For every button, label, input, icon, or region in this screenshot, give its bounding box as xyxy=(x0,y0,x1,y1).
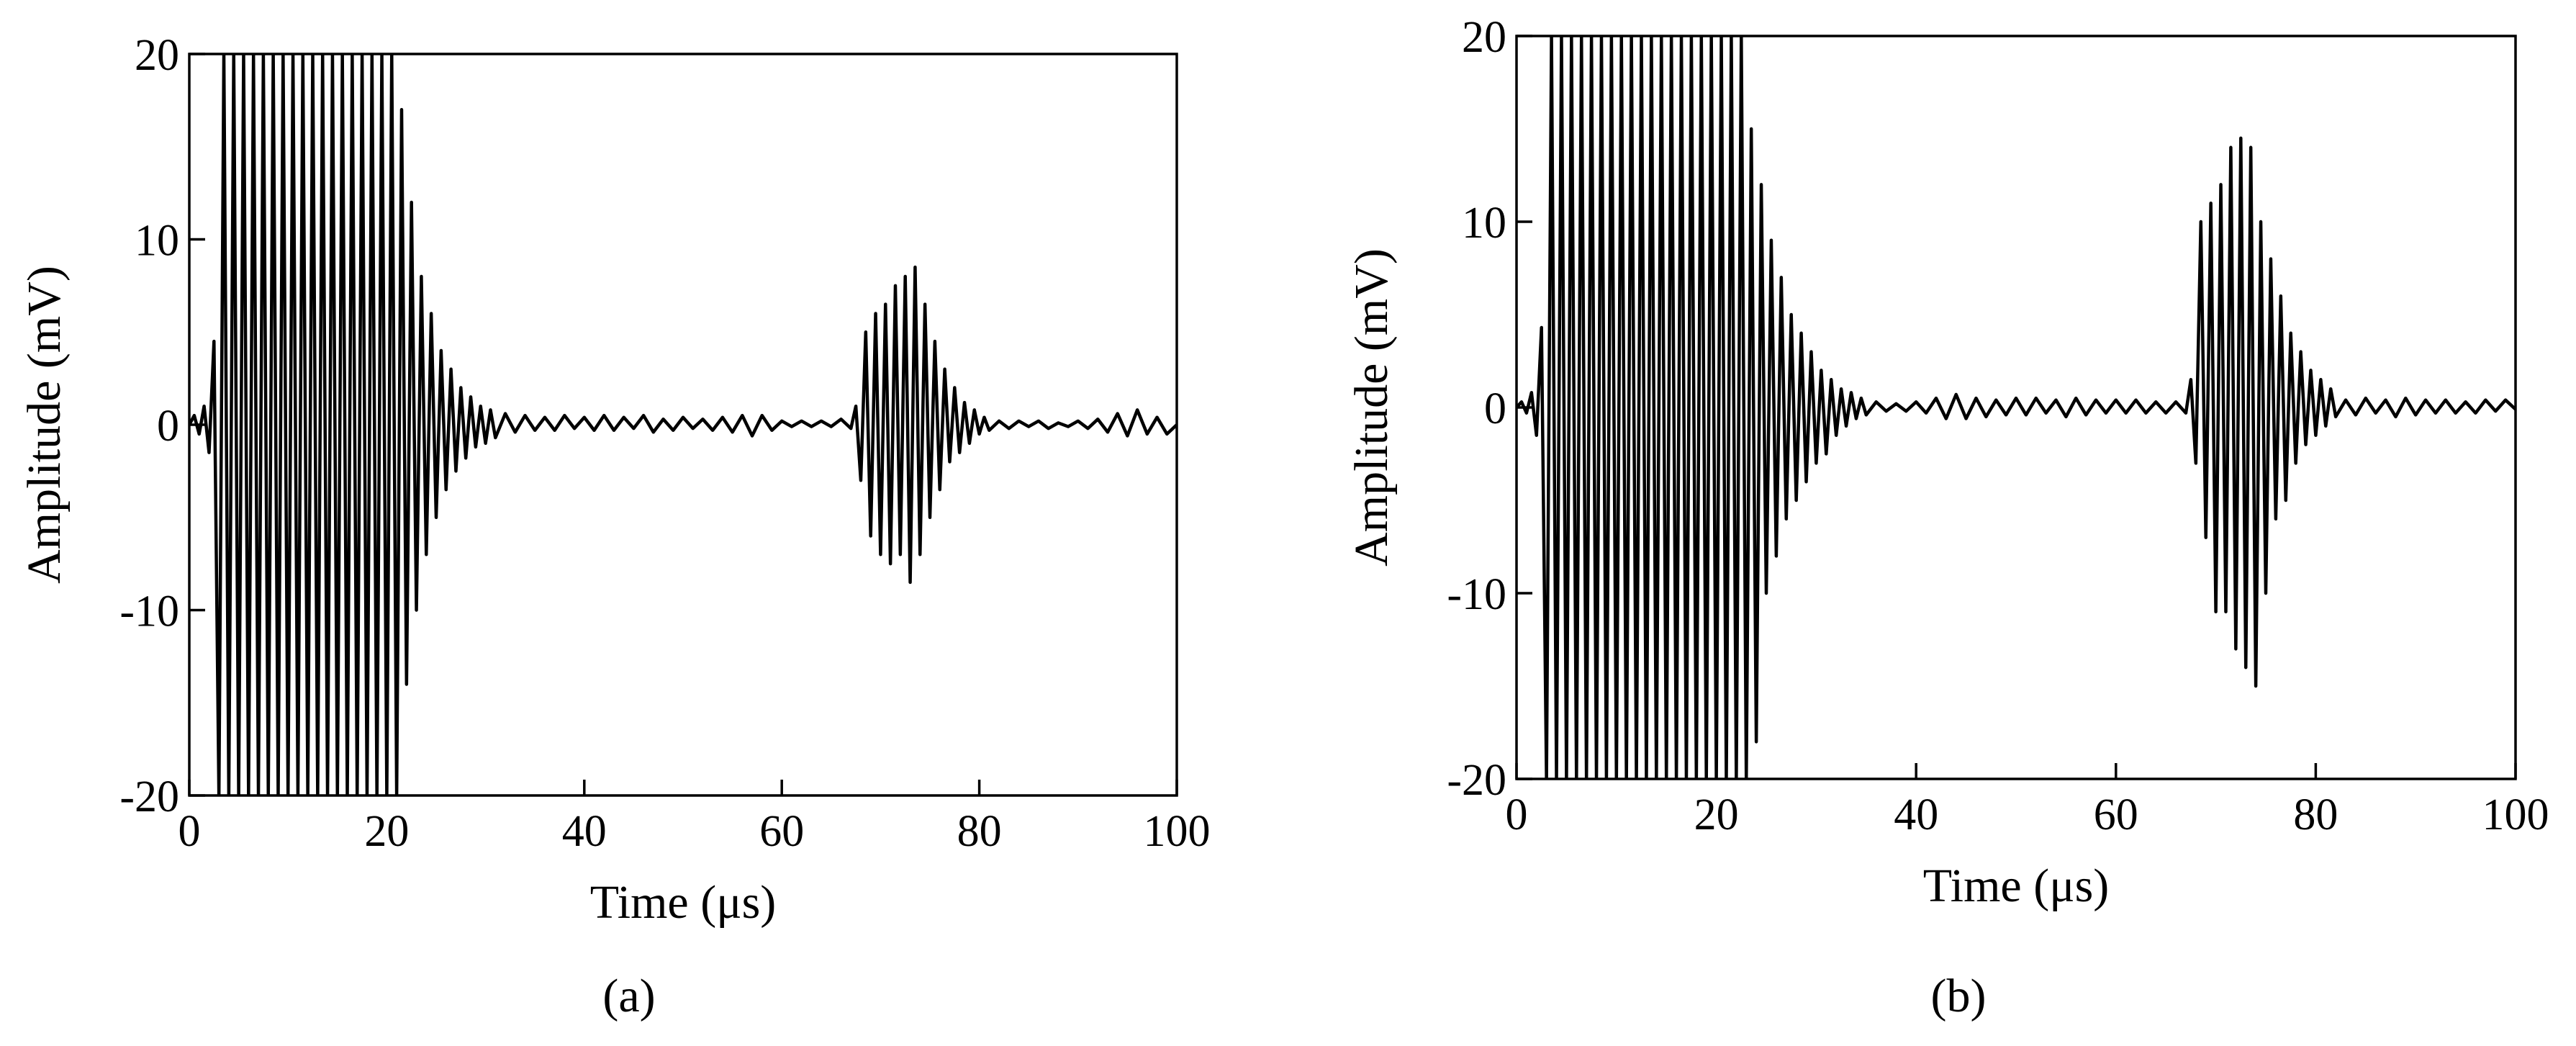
panel-caption: (a) xyxy=(602,970,655,1022)
y-axis-label: Amplitude (mV) xyxy=(18,266,71,584)
signal-line xyxy=(189,54,1177,795)
x-tick-label: 0 xyxy=(178,807,201,856)
signal-line xyxy=(1517,36,2516,779)
x-tick-label: 100 xyxy=(1144,807,1211,856)
chart-panel: 0 20 40 60 80 100 -20 -10 0 10 20 Time (μs) Amplitud… xyxy=(18,31,1211,1022)
x-tick-label: 100 xyxy=(2482,790,2549,839)
x-tick-label: 80 xyxy=(957,807,1002,856)
x-axis-label: Time (μs) xyxy=(1923,860,2110,912)
y-axis-label: Amplitude (mV) xyxy=(1345,248,1398,567)
x-tick-label: 20 xyxy=(364,807,409,856)
x-tick-label: 40 xyxy=(1894,790,1938,839)
y-tick-label: 10 xyxy=(135,217,179,266)
panel-caption: (b) xyxy=(1931,970,1987,1022)
x-tick-label: 40 xyxy=(562,807,607,856)
y-tick-label: 0 xyxy=(1484,384,1506,433)
x-tick-label: 60 xyxy=(2094,790,2138,839)
y-tick-label: 20 xyxy=(135,31,179,80)
x-tick-label: 20 xyxy=(1694,790,1739,839)
x-tick-label: 60 xyxy=(759,807,804,856)
y-tick-label: -20 xyxy=(1447,756,1506,805)
chart-panel: 0 20 40 60 80 100 -20 -10 0 10 20 Time (μs) Amplitud… xyxy=(1345,13,2549,1022)
y-tick-label: 10 xyxy=(1462,199,1506,248)
y-tick-label: -20 xyxy=(119,772,179,821)
x-tick-label: 80 xyxy=(2293,790,2338,839)
x-axis-label: Time (μs) xyxy=(590,876,777,929)
y-tick-label: -10 xyxy=(1447,570,1506,619)
y-tick-label: 20 xyxy=(1462,13,1506,62)
y-tick-label: -10 xyxy=(119,587,179,636)
y-tick-label: 0 xyxy=(157,402,179,451)
x-tick-label: 0 xyxy=(1506,790,1528,839)
